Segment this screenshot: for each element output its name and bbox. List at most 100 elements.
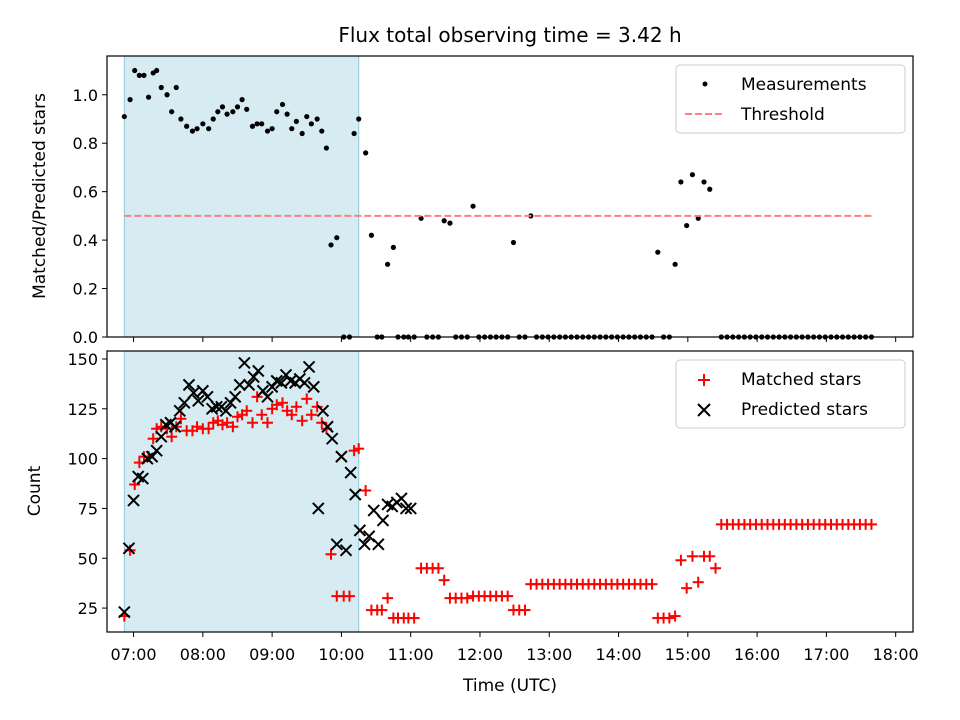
measurement-point	[136, 72, 142, 78]
measurement-point	[689, 172, 696, 178]
matched-point	[669, 610, 681, 622]
y-tick-label: 25	[78, 599, 98, 618]
measurement-point	[264, 128, 271, 134]
measurement-point	[224, 111, 230, 117]
measurement-point	[173, 84, 179, 91]
matched-point	[692, 576, 704, 588]
predicted-point	[219, 404, 233, 417]
predicted-point	[173, 404, 186, 417]
chart-title: Flux total observing time = 3.42 h	[338, 23, 681, 47]
matched-point	[710, 562, 722, 574]
measurement-point	[127, 97, 133, 103]
measurement-point	[314, 116, 320, 122]
y-tick-label: 0.4	[73, 231, 98, 250]
predicted-point	[399, 502, 413, 515]
top-y-ticks: 0.0 0.2 0.4 0.6 0.8 1.0	[73, 86, 107, 347]
predicted-point	[330, 538, 343, 551]
measurement-point	[319, 128, 325, 134]
measurement-point	[470, 203, 476, 209]
measurement-point	[304, 113, 310, 120]
measurement-point	[269, 126, 275, 132]
legend-predicted-marker	[697, 403, 711, 417]
matched-point	[432, 562, 444, 574]
x-tick-label: 10:00	[318, 645, 364, 664]
measurement-point	[293, 118, 299, 125]
predicted-point	[344, 466, 357, 479]
measurement-point	[707, 186, 713, 192]
matched-point	[301, 393, 313, 405]
measurement-point	[390, 244, 396, 250]
matched-point	[251, 391, 263, 403]
predicted-point	[233, 378, 247, 392]
y-tick-label: 0.8	[73, 134, 98, 153]
x-tick-label: 18:00	[873, 645, 919, 664]
predicted-point	[238, 356, 251, 370]
matched-point	[865, 518, 877, 530]
predicted-point	[201, 390, 214, 404]
legend-threshold-label: Threshold	[740, 105, 825, 125]
bottom-y-ticks: 25 50 75 100 125 150	[67, 350, 107, 618]
measurement-point	[132, 67, 138, 74]
measurement-point	[701, 179, 707, 185]
predicted-point	[349, 488, 362, 501]
measurement-point	[189, 128, 196, 134]
x-ticks: 07:00 08:00 09:00 10:00 11:00 12:00 13:00 14:00…	[111, 337, 919, 664]
measurement-point	[351, 130, 357, 137]
bottom-y-axis-label: Count	[25, 465, 45, 516]
measurement-point	[200, 121, 206, 127]
matched-point	[376, 604, 388, 616]
measurement-point	[299, 130, 305, 137]
predicted-point	[155, 430, 168, 443]
measurement-point	[219, 104, 226, 110]
bottom-panel-marks	[118, 356, 877, 624]
predicted-point	[298, 376, 311, 390]
legend-matched-label: Matched stars	[741, 370, 861, 390]
matched-point	[408, 612, 420, 624]
measurement-point	[368, 232, 375, 238]
top-panel: 0.0 0.2 0.4 0.6 0.8 1.0 Matched/Predicted sta…	[30, 55, 914, 347]
predicted-point	[136, 472, 150, 485]
x-tick-label: 13:00	[526, 645, 572, 664]
matched-point	[704, 550, 716, 562]
predicted-point	[192, 394, 205, 408]
measurement-point	[418, 215, 424, 221]
matched-point	[461, 592, 473, 604]
measurement-point	[234, 104, 241, 110]
x-tick-label: 09:00	[249, 645, 295, 664]
measurement-point	[230, 109, 236, 115]
predicted-point	[312, 502, 325, 515]
measurement-point	[259, 121, 265, 127]
predicted-point	[321, 420, 334, 433]
matched-point	[221, 417, 233, 429]
matched-point	[646, 578, 658, 590]
measurement-point	[289, 126, 295, 132]
legend-predicted-label: Predicted stars	[741, 400, 868, 420]
matched-point	[246, 417, 258, 429]
measurement-point	[284, 111, 290, 117]
predicted-point	[307, 380, 320, 394]
measurement-point	[274, 109, 280, 115]
predicted-point	[168, 420, 182, 433]
measurement-point	[356, 116, 362, 122]
matched-point	[353, 443, 365, 455]
measurement-point	[328, 242, 334, 248]
x-axis-label: Time (UTC)	[462, 676, 557, 696]
top-panel-frame	[106, 55, 914, 338]
matched-point	[438, 574, 450, 586]
measurement-point	[441, 218, 447, 224]
measurement-point	[695, 215, 701, 221]
legend-measurements-marker	[702, 81, 708, 87]
predicted-point	[182, 378, 196, 392]
x-tick-label: 07:00	[111, 645, 157, 664]
predicted-point	[335, 450, 348, 463]
measurement-point	[215, 109, 221, 115]
predicted-point	[376, 514, 390, 527]
matched-point	[296, 415, 308, 427]
y-tick-label: 1.0	[73, 86, 98, 105]
x-tick-label: 12:00	[457, 645, 503, 664]
measurement-point	[363, 150, 369, 156]
predicted-point	[339, 544, 353, 557]
matched-point	[519, 604, 531, 616]
matched-point	[241, 405, 253, 417]
measurement-point	[244, 106, 250, 112]
